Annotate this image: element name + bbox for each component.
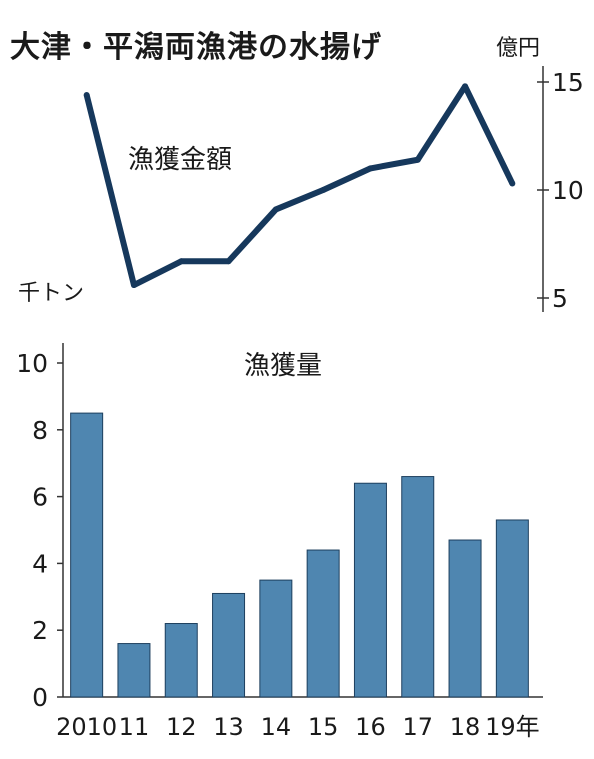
line-point-5: [320, 187, 327, 193]
bar-y-tick-label: 10: [16, 349, 48, 378]
bar-4: [259, 579, 293, 698]
bar-1: [117, 643, 151, 698]
bar-unit-label: 千トン: [18, 281, 84, 306]
line-point-4: [272, 206, 279, 213]
bar-9: [495, 519, 529, 698]
line-point-8: [462, 83, 469, 90]
bar-3: [212, 592, 246, 698]
x-tick-label: 16: [355, 713, 386, 741]
bar-6: [353, 482, 387, 698]
x-tick-label: 14: [261, 713, 292, 741]
line-path: [83, 83, 516, 289]
bar-y-tick-label: 8: [32, 416, 48, 445]
line-series: [83, 83, 516, 289]
line-point-7: [414, 156, 421, 163]
bar-y-tick-label: 4: [32, 549, 48, 578]
line-point-3: [225, 258, 232, 265]
bar-7: [401, 476, 435, 698]
line-series-label: 漁獲金額: [128, 145, 232, 175]
bar-y-tick-label: 2: [32, 616, 48, 645]
line-point-0: [83, 91, 90, 98]
line-point-6: [367, 165, 374, 172]
line-point-9: [509, 180, 516, 187]
bar-8: [448, 539, 482, 698]
bar-2: [164, 623, 198, 698]
x-tick-label: 2010: [56, 713, 117, 741]
x-axis-labels: 2010 11 12 13 14 15 16 17 18 19年: [56, 713, 540, 741]
x-tick-label: 17: [402, 713, 433, 741]
bar-5: [306, 549, 340, 698]
bar-0: [70, 412, 104, 698]
bar-series-label: 漁獲量: [244, 351, 322, 381]
x-tick-label: 19年: [485, 713, 540, 741]
line-y-axis: 5 10 15: [537, 66, 584, 313]
line-point-2: [178, 258, 185, 265]
bar-y-tick-label: 6: [32, 483, 48, 512]
bar-series: [70, 412, 529, 698]
bar-y-tick-label: 0: [32, 683, 48, 712]
chart-title: 大津・平潟両漁港の水揚げ: [10, 30, 382, 65]
x-tick-label: 12: [166, 713, 197, 741]
line-y-tick-label: 15: [552, 68, 584, 97]
x-tick-label: 11: [119, 713, 150, 741]
x-tick-label: 18: [450, 713, 481, 741]
x-tick-label: 13: [213, 713, 244, 741]
line-point-1: [130, 282, 137, 289]
line-y-tick-label: 5: [552, 284, 568, 313]
x-tick-label: 15: [308, 713, 339, 741]
line-y-tick-label: 10: [552, 176, 584, 205]
line-unit-label: 億円: [496, 36, 541, 61]
